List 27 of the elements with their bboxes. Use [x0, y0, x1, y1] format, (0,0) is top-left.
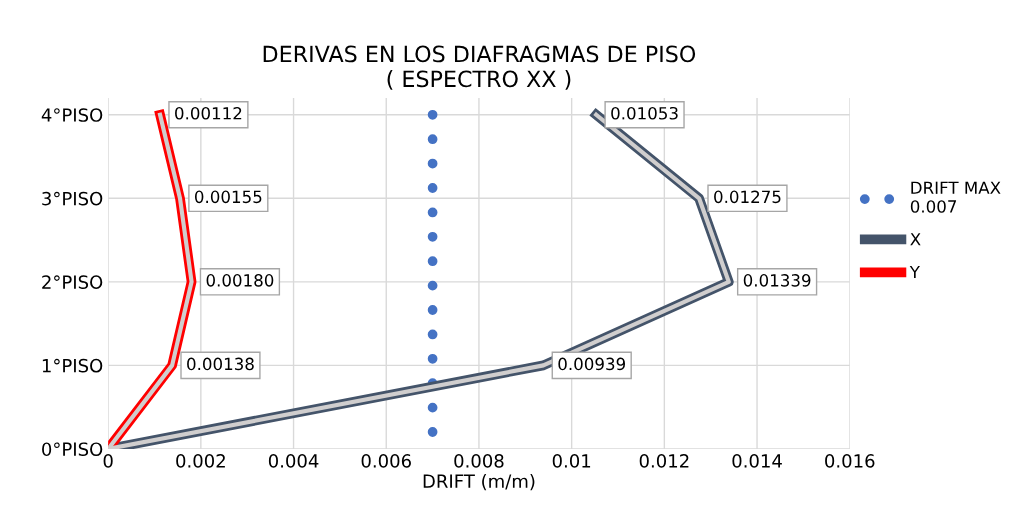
x-tick-label: 0.002 — [176, 454, 225, 468]
data-label: 0.00180 — [206, 274, 274, 287]
data-label: 0.01339 — [743, 274, 811, 287]
x-tick-label: 0.012 — [639, 454, 689, 468]
data-label: 0.01053 — [611, 106, 678, 120]
x-tick-label: 0 — [103, 454, 113, 468]
legend-label: X — [910, 233, 921, 246]
y-tick-label: 1°PISO — [42, 358, 103, 373]
data-label: 0.00155 — [194, 190, 262, 204]
data-label: 0.01275 — [714, 190, 781, 204]
y-tick-label: 0°PISO — [42, 442, 103, 457]
legend-label: Y — [909, 265, 920, 279]
y-tick-label: 2°PISO — [42, 275, 103, 289]
data-label: 0.00112 — [175, 106, 242, 120]
y-tick-label: 4°PISO — [41, 108, 103, 122]
x-tick-label: 0.016 — [825, 454, 875, 468]
x-tick-label: 0.014 — [732, 454, 782, 468]
chart-title: DERIVAS EN LOS DIAFRAGMAS DE PISO ( ESPECTRO XX ) — [263, 45, 696, 90]
y-tick-label: 3°PISO — [42, 191, 103, 206]
x-tick-label: 0.006 — [361, 454, 411, 468]
x-tick-label: 0.01 — [552, 454, 591, 468]
data-label: 0.00939 — [558, 357, 626, 371]
data-label: 0.00138 — [187, 357, 254, 371]
x-tick-label: 0.004 — [268, 454, 319, 468]
x-axis-title: DRIFT (m/m) — [423, 474, 535, 491]
legend-label: DRIFT MAX 0.007 — [910, 181, 1001, 213]
x-tick-label: 0.008 — [454, 454, 504, 468]
